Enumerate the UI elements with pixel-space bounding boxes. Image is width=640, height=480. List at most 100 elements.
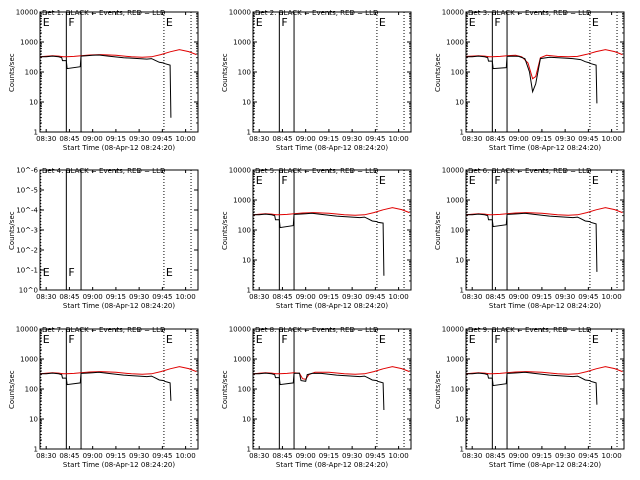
x-tick-label: 08:45: [485, 293, 505, 301]
x-tick-label: 09:45: [578, 452, 598, 460]
y-tick-label: 1000: [233, 39, 251, 47]
y-tick-label: 1000: [20, 39, 38, 47]
lld-series-line: [465, 207, 623, 216]
event-marker-label: F: [68, 333, 74, 346]
event-marker-label: F: [68, 16, 74, 29]
event-marker-label: F: [494, 16, 500, 29]
y-axis-label: Counts/sec: [434, 370, 442, 409]
y-tick-label: 10^-1: [16, 267, 38, 275]
x-axis-label: Start Time (08-Apr-12 08:24:20): [63, 144, 175, 152]
event-marker-label: E: [592, 16, 599, 29]
plot-frame: [465, 169, 625, 291]
x-tick-label: 08:45: [272, 135, 292, 143]
y-tick-label: 10000: [229, 167, 251, 175]
y-tick-label: 1000: [20, 356, 38, 364]
x-tick-label: 08:30: [36, 135, 56, 143]
y-tick-label: 10: [455, 416, 464, 424]
x-tick-label: 08:30: [36, 293, 56, 301]
x-tick-label: 09:45: [152, 452, 172, 460]
y-tick-label: 1: [460, 129, 464, 137]
y-tick-label: 10: [455, 257, 464, 265]
x-tick-label: 10:00: [602, 135, 622, 143]
y-tick-label: 10^0: [19, 287, 38, 295]
event-marker-label: F: [494, 333, 500, 346]
y-tick-label: 10^-6: [16, 167, 38, 175]
plot-frame: [39, 169, 199, 291]
x-tick-label: 09:30: [555, 135, 575, 143]
event-marker-label: E: [592, 333, 599, 346]
x-tick-label: 08:45: [59, 293, 79, 301]
y-tick-label: 1: [460, 287, 464, 295]
x-tick-label: 09:30: [555, 452, 575, 460]
x-tick-label: 09:00: [83, 135, 103, 143]
detector-panel: Det 4: BLACK = Events, RED = LLD Counts/s…: [8, 167, 199, 310]
x-tick-label: 09:15: [532, 135, 552, 143]
lld-series-line: [252, 366, 410, 380]
y-tick-label: 100: [451, 386, 464, 394]
y-axis-label: Counts/sec: [221, 370, 229, 409]
x-tick-label: 09:45: [365, 293, 385, 301]
x-tick-label: 09:30: [129, 452, 149, 460]
event-marker-label: E: [166, 16, 173, 29]
x-tick-label: 09:45: [365, 452, 385, 460]
x-tick-label: 08:30: [462, 452, 482, 460]
x-axis-label: Start Time (08-Apr-12 08:24:20): [489, 144, 601, 152]
x-tick-label: 10:00: [389, 293, 409, 301]
x-tick-label: 08:45: [59, 135, 79, 143]
plot-frame: [39, 11, 199, 133]
x-tick-label: 08:45: [272, 452, 292, 460]
event-marker-label: F: [281, 16, 287, 29]
x-tick-label: 09:30: [342, 135, 362, 143]
x-tick-label: 09:45: [578, 293, 598, 301]
x-tick-label: 09:15: [532, 293, 552, 301]
x-tick-label: 08:30: [249, 135, 269, 143]
y-tick-label: 1: [460, 446, 464, 454]
panel-title: Det 7: BLACK = Events, RED = LLD: [42, 326, 165, 334]
lld-series-line: [465, 366, 623, 375]
x-tick-label: 09:15: [106, 293, 126, 301]
panel-title: Det 2: BLACK = Events, RED = LLD: [255, 9, 378, 17]
plot-frame: [252, 328, 412, 450]
y-tick-label: 10: [242, 416, 251, 424]
x-tick-label: 08:30: [249, 452, 269, 460]
event-marker-label: F: [494, 174, 500, 187]
x-tick-label: 08:45: [485, 135, 505, 143]
y-tick-label: 10^-2: [16, 247, 38, 255]
event-marker-label: E: [256, 174, 263, 187]
detector-panel: Det 3: BLACK = Events, RED = LLD Counts/s…: [434, 9, 625, 152]
x-tick-label: 10:00: [389, 135, 409, 143]
lld-series-line: [39, 366, 197, 375]
y-tick-label: 10: [242, 99, 251, 107]
x-tick-label: 10:00: [176, 135, 196, 143]
y-tick-label: 10000: [442, 167, 464, 175]
event-marker-label: F: [68, 266, 74, 279]
panel-title: Det 1: BLACK = Events, RED = LLD: [42, 9, 165, 17]
x-axis-label: Start Time (08-Apr-12 08:24:20): [276, 461, 388, 469]
event-marker-label: E: [379, 174, 386, 187]
y-tick-label: 10000: [229, 9, 251, 17]
events-series-line: [466, 55, 598, 104]
event-marker-label: E: [592, 174, 599, 187]
y-axis-label: Counts/sec: [221, 211, 229, 250]
event-marker-label: E: [43, 266, 50, 279]
detector-panel: Det 8: BLACK = Events, RED = LLD Counts/s…: [221, 326, 412, 469]
panel-title: Det 6: BLACK = Events, RED = LLD: [468, 167, 591, 175]
event-marker-label: E: [43, 333, 50, 346]
events-series-line: [466, 371, 598, 405]
y-tick-label: 1000: [446, 356, 464, 364]
y-axis-label: Counts/sec: [434, 53, 442, 92]
y-tick-label: 10: [455, 99, 464, 107]
x-tick-label: 09:00: [83, 452, 103, 460]
y-tick-label: 10: [29, 416, 38, 424]
events-series-line: [466, 212, 598, 272]
panel-title: Det 3: BLACK = Events, RED = LLD: [468, 9, 591, 17]
detector-panel: Det 1: BLACK = Events, RED = LLD Counts/s…: [8, 9, 199, 152]
x-tick-label: 09:30: [129, 293, 149, 301]
y-tick-label: 1000: [446, 39, 464, 47]
x-axis-label: Start Time (08-Apr-12 08:24:20): [276, 144, 388, 152]
x-tick-label: 09:00: [296, 452, 316, 460]
y-tick-label: 10^-5: [16, 187, 38, 195]
y-tick-label: 1: [34, 446, 38, 454]
events-series-line: [253, 212, 385, 276]
y-tick-label: 100: [238, 227, 251, 235]
